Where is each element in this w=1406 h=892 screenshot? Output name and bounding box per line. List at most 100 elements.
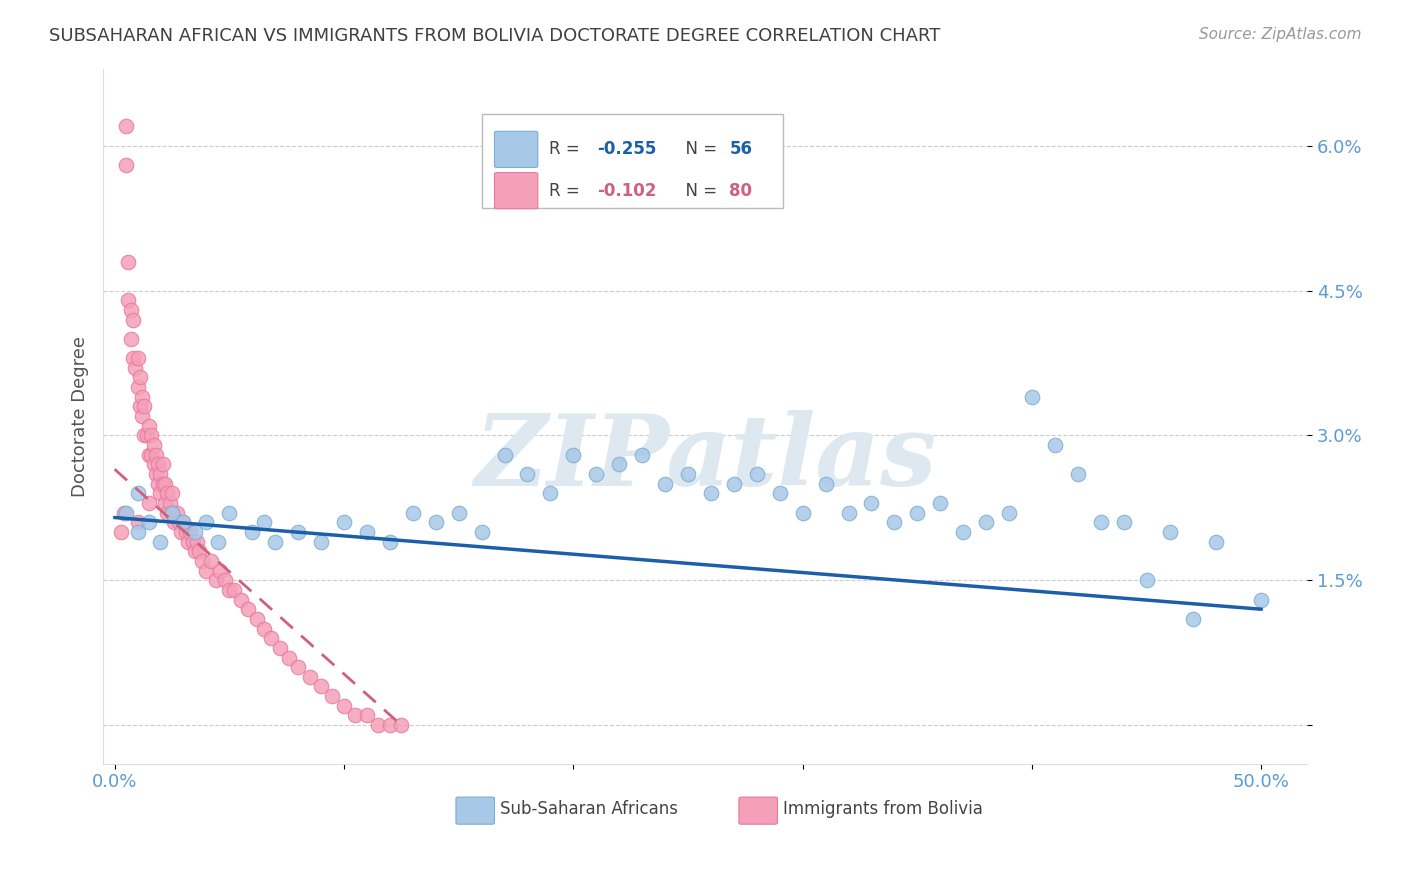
Point: [253, 516, 276, 530]
Point: [160, 486, 183, 500]
Point: [1021, 390, 1043, 404]
Point: [214, 574, 236, 588]
Point: [184, 544, 207, 558]
Point: [148, 476, 170, 491]
FancyBboxPatch shape: [740, 797, 778, 824]
Point: [138, 496, 160, 510]
FancyBboxPatch shape: [495, 131, 538, 168]
Point: [309, 680, 332, 694]
Text: 80: 80: [730, 182, 752, 200]
Point: [128, 400, 150, 414]
Point: [1090, 516, 1112, 530]
Y-axis label: Doctorate Degree: Doctorate Degree: [72, 335, 89, 497]
Point: [229, 592, 252, 607]
Point: [179, 524, 201, 539]
Point: [120, 332, 142, 346]
Point: [172, 516, 194, 530]
Point: [277, 650, 299, 665]
Point: [222, 582, 245, 597]
Point: [152, 458, 174, 472]
Point: [998, 506, 1021, 520]
Point: [127, 380, 149, 394]
Point: [115, 158, 138, 172]
Point: [142, 438, 165, 452]
Point: [190, 554, 212, 568]
Point: [188, 544, 211, 558]
Text: 56: 56: [730, 140, 752, 159]
Point: [344, 708, 367, 723]
Point: [120, 302, 142, 317]
Point: [607, 458, 630, 472]
Text: R =: R =: [548, 140, 585, 159]
Point: [378, 718, 401, 732]
Point: [134, 428, 156, 442]
Point: [333, 698, 356, 713]
Point: [1067, 467, 1090, 481]
Text: -0.255: -0.255: [596, 140, 657, 159]
Point: [127, 351, 149, 366]
Point: [1205, 534, 1227, 549]
Point: [367, 718, 389, 732]
Point: [259, 631, 281, 645]
Text: Immigrants from Bolivia: Immigrants from Bolivia: [783, 800, 983, 818]
FancyBboxPatch shape: [482, 113, 783, 208]
Point: [115, 506, 138, 520]
Point: [253, 622, 276, 636]
Point: [135, 428, 157, 442]
Point: [209, 564, 232, 578]
Point: [145, 467, 167, 481]
Point: [356, 524, 378, 539]
Text: N =: N =: [675, 140, 723, 159]
Point: [138, 516, 160, 530]
Point: [122, 351, 145, 366]
Point: [200, 554, 222, 568]
Point: [160, 506, 183, 520]
Point: [207, 534, 229, 549]
Point: [153, 496, 176, 510]
Point: [204, 574, 226, 588]
Point: [676, 467, 699, 481]
Point: [177, 534, 200, 549]
Point: [174, 524, 197, 539]
Point: [153, 476, 176, 491]
Point: [117, 254, 139, 268]
Point: [723, 476, 745, 491]
Point: [124, 360, 146, 375]
Point: [195, 564, 218, 578]
Point: [905, 506, 928, 520]
Point: [159, 496, 181, 510]
Point: [378, 534, 401, 549]
Point: [264, 534, 287, 549]
Point: [110, 524, 132, 539]
Point: [700, 486, 723, 500]
Point: [115, 120, 138, 134]
Point: [447, 506, 470, 520]
Point: [402, 506, 425, 520]
Point: [631, 448, 654, 462]
Point: [494, 448, 516, 462]
Point: [236, 602, 259, 616]
Point: [149, 486, 172, 500]
Point: [814, 476, 837, 491]
Text: SUBSAHARAN AFRICAN VS IMMIGRANTS FROM BOLIVIA DOCTORATE DEGREE CORRELATION CHART: SUBSAHARAN AFRICAN VS IMMIGRANTS FROM BO…: [49, 27, 941, 45]
Point: [141, 428, 163, 442]
Point: [321, 689, 343, 703]
Point: [148, 458, 170, 472]
Point: [356, 708, 378, 723]
Point: [269, 640, 291, 655]
Point: [516, 467, 538, 481]
Point: [389, 718, 412, 732]
Point: [131, 390, 153, 404]
Point: [309, 534, 332, 549]
Point: [156, 506, 179, 520]
Point: [138, 418, 160, 433]
Point: [112, 506, 135, 520]
Point: [1159, 524, 1181, 539]
Text: ZIPatlas: ZIPatlas: [474, 409, 936, 506]
FancyBboxPatch shape: [495, 172, 538, 209]
Point: [156, 486, 179, 500]
Text: N =: N =: [675, 182, 723, 200]
Point: [929, 496, 952, 510]
Point: [131, 409, 153, 424]
Point: [184, 524, 207, 539]
